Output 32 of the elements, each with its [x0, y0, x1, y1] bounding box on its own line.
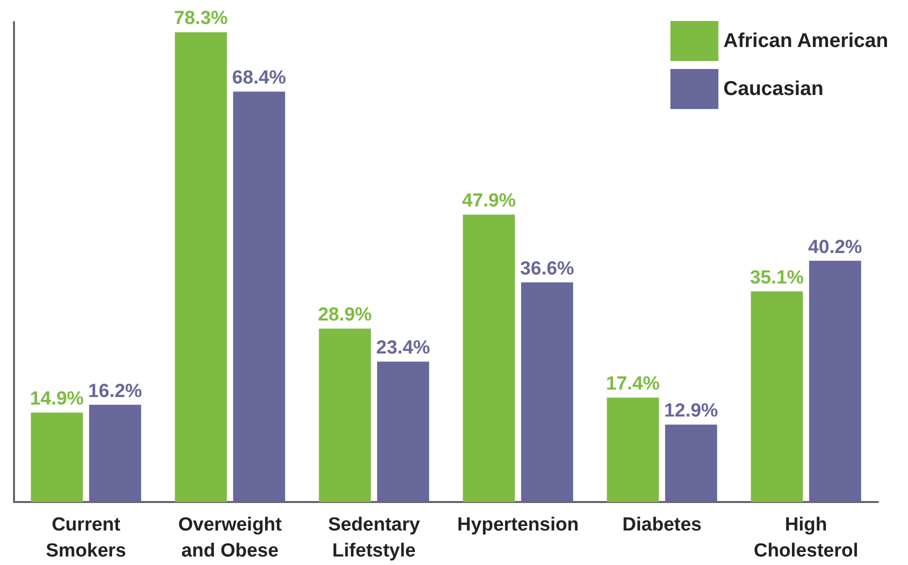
bar — [377, 362, 430, 502]
data-label: 14.9% — [30, 388, 84, 410]
x-tick-label: Current Smokers — [46, 514, 126, 562]
bar — [462, 214, 515, 502]
data-label: 23.4% — [376, 338, 430, 359]
x-tick-label: High Cholesterol — [754, 514, 858, 562]
bar — [89, 404, 142, 502]
data-label: 35.1% — [750, 267, 804, 288]
bar — [665, 424, 718, 502]
data-label: 36.6% — [520, 258, 574, 280]
bar — [318, 328, 371, 502]
bar — [174, 32, 227, 502]
x-tick-label: Diabetes — [622, 514, 702, 536]
x-tick-label: Sedentary Lifetstyle — [328, 514, 420, 562]
bar — [809, 260, 862, 502]
bar — [606, 398, 659, 502]
bar — [521, 282, 574, 502]
data-label: 17.4% — [606, 374, 660, 395]
data-label: 28.9% — [318, 304, 372, 326]
legend-label: African American — [723, 30, 888, 52]
bar — [233, 92, 286, 502]
data-label: 12.9% — [664, 400, 718, 422]
x-tick-label: Hypertension — [457, 514, 579, 536]
legend-label: Caucasian — [723, 78, 824, 100]
data-label: 68.4% — [232, 68, 286, 89]
bar — [30, 412, 83, 502]
data-label: 40.2% — [808, 236, 862, 258]
bar — [750, 291, 803, 502]
data-label: 47.9% — [462, 190, 516, 212]
data-label: 16.2% — [88, 380, 142, 402]
x-tick-label: Overweight and Obese — [178, 514, 282, 562]
data-label: 78.3% — [174, 8, 228, 30]
